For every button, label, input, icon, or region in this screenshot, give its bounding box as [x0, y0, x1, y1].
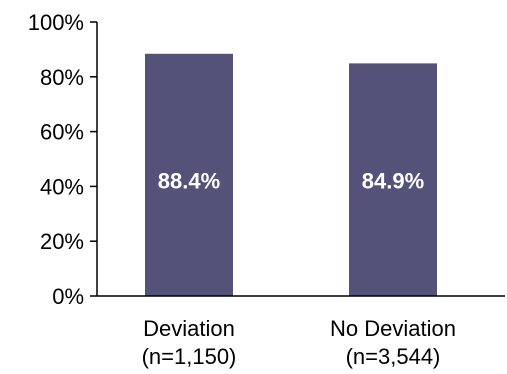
- bar-data-label: 88.4%: [158, 168, 220, 193]
- y-tick-label: 100%: [28, 10, 84, 35]
- bar-data-label: 84.9%: [362, 168, 424, 193]
- y-tick-label: 60%: [40, 120, 84, 145]
- y-tick-label: 80%: [40, 65, 84, 90]
- bar: [349, 63, 437, 297]
- y-tick-label: 20%: [40, 229, 84, 254]
- y-tick-label: 0%: [52, 284, 84, 309]
- x-category-label: Deviation: [143, 316, 235, 341]
- x-axis: Deviation (n=1,150) No Deviation (n=3,544): [97, 295, 505, 369]
- y-tick-label: 40%: [40, 174, 84, 199]
- x-category-sublabel: (n=1,150): [142, 344, 237, 369]
- bar: [145, 53, 233, 297]
- y-axis: 0% 20% 40% 60% 80% 100%: [28, 10, 98, 309]
- x-category-sublabel: (n=3,544): [346, 344, 441, 369]
- x-category-label: No Deviation: [330, 316, 456, 341]
- bars: 88.4% 84.9%: [145, 53, 437, 297]
